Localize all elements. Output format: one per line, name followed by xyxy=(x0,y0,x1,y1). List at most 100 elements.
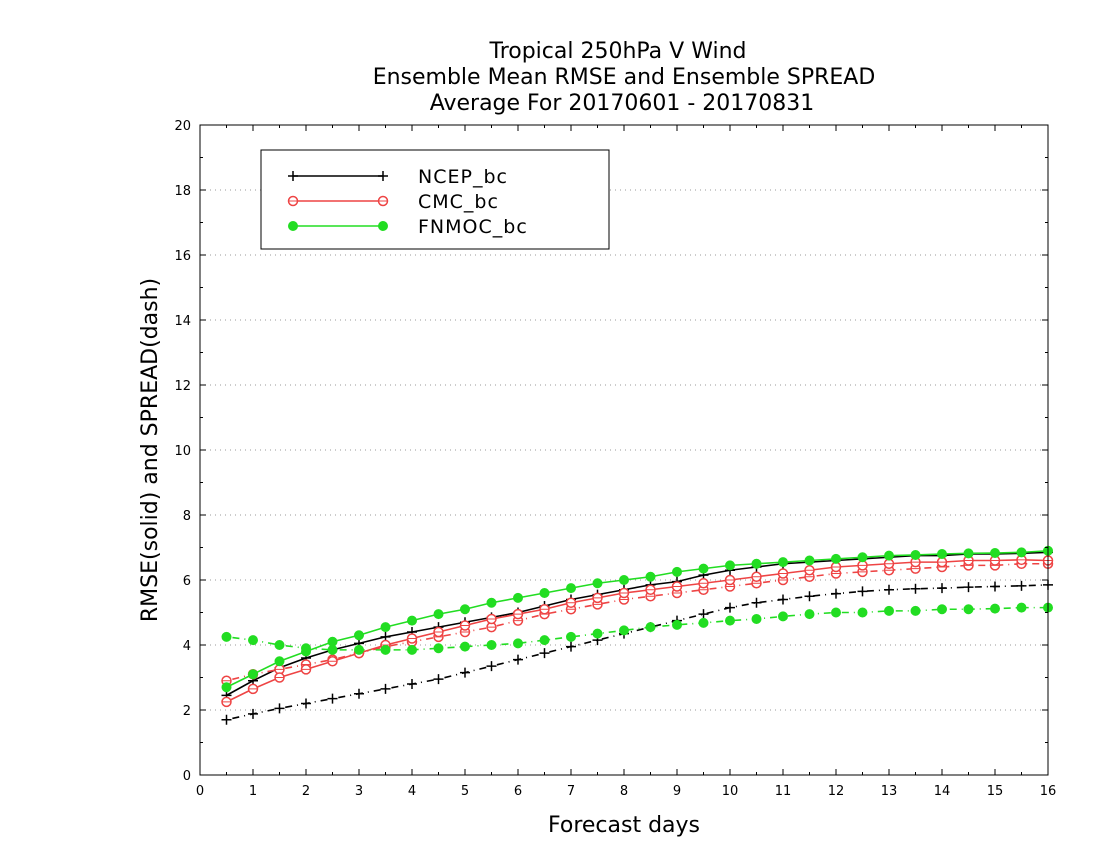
spread-point-ncep-bc xyxy=(963,582,974,593)
rmse-point-cmc-bc xyxy=(777,568,789,579)
legend-item-cmc-bc: CMC_bc xyxy=(287,191,498,213)
y-tick-label: 12 xyxy=(174,379,191,394)
x-tick-label: 0 xyxy=(196,784,204,799)
spread-line-fnmoc-bc xyxy=(226,606,1048,651)
rmse-point-cmc-bc xyxy=(698,578,709,589)
spread-point-ncep-bc xyxy=(380,683,391,694)
rmse-point-fnmoc-bc xyxy=(963,548,974,559)
spread-point-ncep-bc xyxy=(539,648,550,659)
legend-item-ncep-bc: NCEP_bc xyxy=(288,166,508,188)
spread-point-fnmoc-bc xyxy=(513,638,523,649)
rmse-point-fnmoc-bc xyxy=(460,604,470,615)
rmse-point-fnmoc-bc xyxy=(884,550,894,561)
spread-point-fnmoc-bc xyxy=(831,607,841,618)
rmse-point-fnmoc-bc xyxy=(698,563,709,574)
rmse-point-cmc-bc xyxy=(804,565,815,576)
spread-point-ncep-bc xyxy=(354,688,364,699)
y-tick-label: 14 xyxy=(174,314,191,329)
spread-point-ncep-bc xyxy=(407,679,417,689)
spread-line-ncep-bc xyxy=(226,584,1049,721)
rmse-point-fnmoc-bc xyxy=(1016,547,1027,558)
x-axis-label: Forecast days xyxy=(548,813,700,838)
rmse-point-fnmoc-bc xyxy=(327,636,338,647)
rmse-point-cmc-bc xyxy=(671,581,683,592)
spread-point-fnmoc-bc xyxy=(937,604,947,615)
legend-marker-end-ncep-bc xyxy=(378,171,388,181)
rmse-point-cmc-bc xyxy=(565,597,577,608)
spread-point-ncep-bc xyxy=(778,594,788,605)
legend-box xyxy=(260,149,610,250)
spread-point-ncep-bc xyxy=(884,584,894,595)
rmse-point-cmc-bc xyxy=(300,664,312,675)
chart-title-line-2: Ensemble Mean RMSE and Ensemble SPREAD xyxy=(373,65,876,90)
x-tick-label: 1 xyxy=(249,784,257,799)
x-tick-label: 10 xyxy=(722,784,739,799)
spread-point-fnmoc-bc xyxy=(645,622,656,633)
rmse-point-cmc-bc xyxy=(751,571,762,582)
rmse-point-cmc-bc xyxy=(645,584,656,595)
spread-point-ncep-bc xyxy=(433,674,444,685)
rmse-point-fnmoc-bc xyxy=(248,669,258,680)
spread-point-fnmoc-bc xyxy=(619,625,629,636)
spread-point-fnmoc-bc xyxy=(592,628,603,639)
y-tick-label: 16 xyxy=(174,249,191,264)
chart-title-line-1: Tropical 250hPa V Wind xyxy=(488,39,746,64)
rmse-point-fnmoc-bc xyxy=(380,622,391,633)
spread-point-ncep-bc xyxy=(221,714,232,725)
rmse-point-fnmoc-bc xyxy=(725,560,735,571)
legend-label-fnmoc-bc: FNMOC_bc xyxy=(418,216,528,238)
x-tick-label: 2 xyxy=(302,784,310,799)
spread-point-fnmoc-bc xyxy=(751,614,762,624)
rmse-point-cmc-bc xyxy=(989,555,1001,566)
spread-point-fnmoc-bc xyxy=(963,604,974,615)
rmse-point-fnmoc-bc xyxy=(804,555,815,566)
spread-point-fnmoc-bc xyxy=(274,640,285,650)
spread-point-fnmoc-bc xyxy=(778,611,788,622)
x-tick-label: 4 xyxy=(408,784,416,799)
spread-point-ncep-bc xyxy=(327,693,338,704)
y-tick-label: 8 xyxy=(183,509,191,524)
legend-item-fnmoc-bc: FNMOC_bc xyxy=(288,216,528,238)
rmse-line-fnmoc-bc xyxy=(226,549,1049,688)
spread-point-fnmoc-bc xyxy=(672,619,682,630)
rmse-point-fnmoc-bc xyxy=(910,549,921,560)
spread-point-fnmoc-bc xyxy=(884,605,894,616)
x-tick-label: 8 xyxy=(620,784,628,799)
spread-point-fnmoc-bc xyxy=(221,631,232,642)
legend-marker-end-fnmoc-bc xyxy=(378,221,388,231)
legend-marker-start-cmc-bc xyxy=(287,195,299,207)
x-tick-label: 7 xyxy=(567,784,575,799)
spread-point-ncep-bc xyxy=(857,586,868,597)
rmse-point-cmc-bc xyxy=(724,574,736,586)
y-tick-label: 4 xyxy=(183,639,191,654)
spread-point-fnmoc-bc xyxy=(804,609,815,620)
x-tick-label: 16 xyxy=(1040,784,1057,799)
spread-point-ncep-bc xyxy=(937,583,947,594)
x-axis-ticks: 0 1 2 3 4 5 6 7 8 9 10 11 12 13 14 15 16 xyxy=(196,125,1056,799)
y-axis-label: RMSE(solid) and SPREAD(dash) xyxy=(138,278,163,622)
spread-point-fnmoc-bc xyxy=(990,603,1000,614)
spread-point-ncep-bc xyxy=(248,708,258,719)
x-tick-label: 14 xyxy=(934,784,951,799)
legend-label-ncep-bc: NCEP_bc xyxy=(418,166,508,188)
rmse-point-fnmoc-bc xyxy=(354,630,364,641)
rmse-point-fnmoc-bc xyxy=(672,566,682,577)
rmse-point-cmc-bc xyxy=(433,626,444,638)
rmse-point-cmc-bc xyxy=(618,587,630,599)
rmse-point-fnmoc-bc xyxy=(221,682,232,693)
spread-point-fnmoc-bc xyxy=(725,615,735,626)
rmse-point-fnmoc-bc xyxy=(486,597,497,608)
series-layer xyxy=(221,545,1054,725)
spread-point-fnmoc-bc xyxy=(486,640,497,650)
y-tick-label: 0 xyxy=(183,769,191,784)
spread-point-ncep-bc xyxy=(1016,580,1027,591)
rmse-point-fnmoc-bc xyxy=(751,558,762,569)
rmse-point-cmc-bc xyxy=(486,613,497,625)
y-tick-label: 20 xyxy=(174,119,191,134)
spread-point-fnmoc-bc xyxy=(433,643,444,654)
legend: NCEP_bc CMC_bc FNMOC_bc xyxy=(260,149,610,250)
rmse-point-fnmoc-bc xyxy=(301,646,311,657)
x-tick-label: 9 xyxy=(673,784,681,799)
rmse-point-cmc-bc xyxy=(406,633,418,644)
